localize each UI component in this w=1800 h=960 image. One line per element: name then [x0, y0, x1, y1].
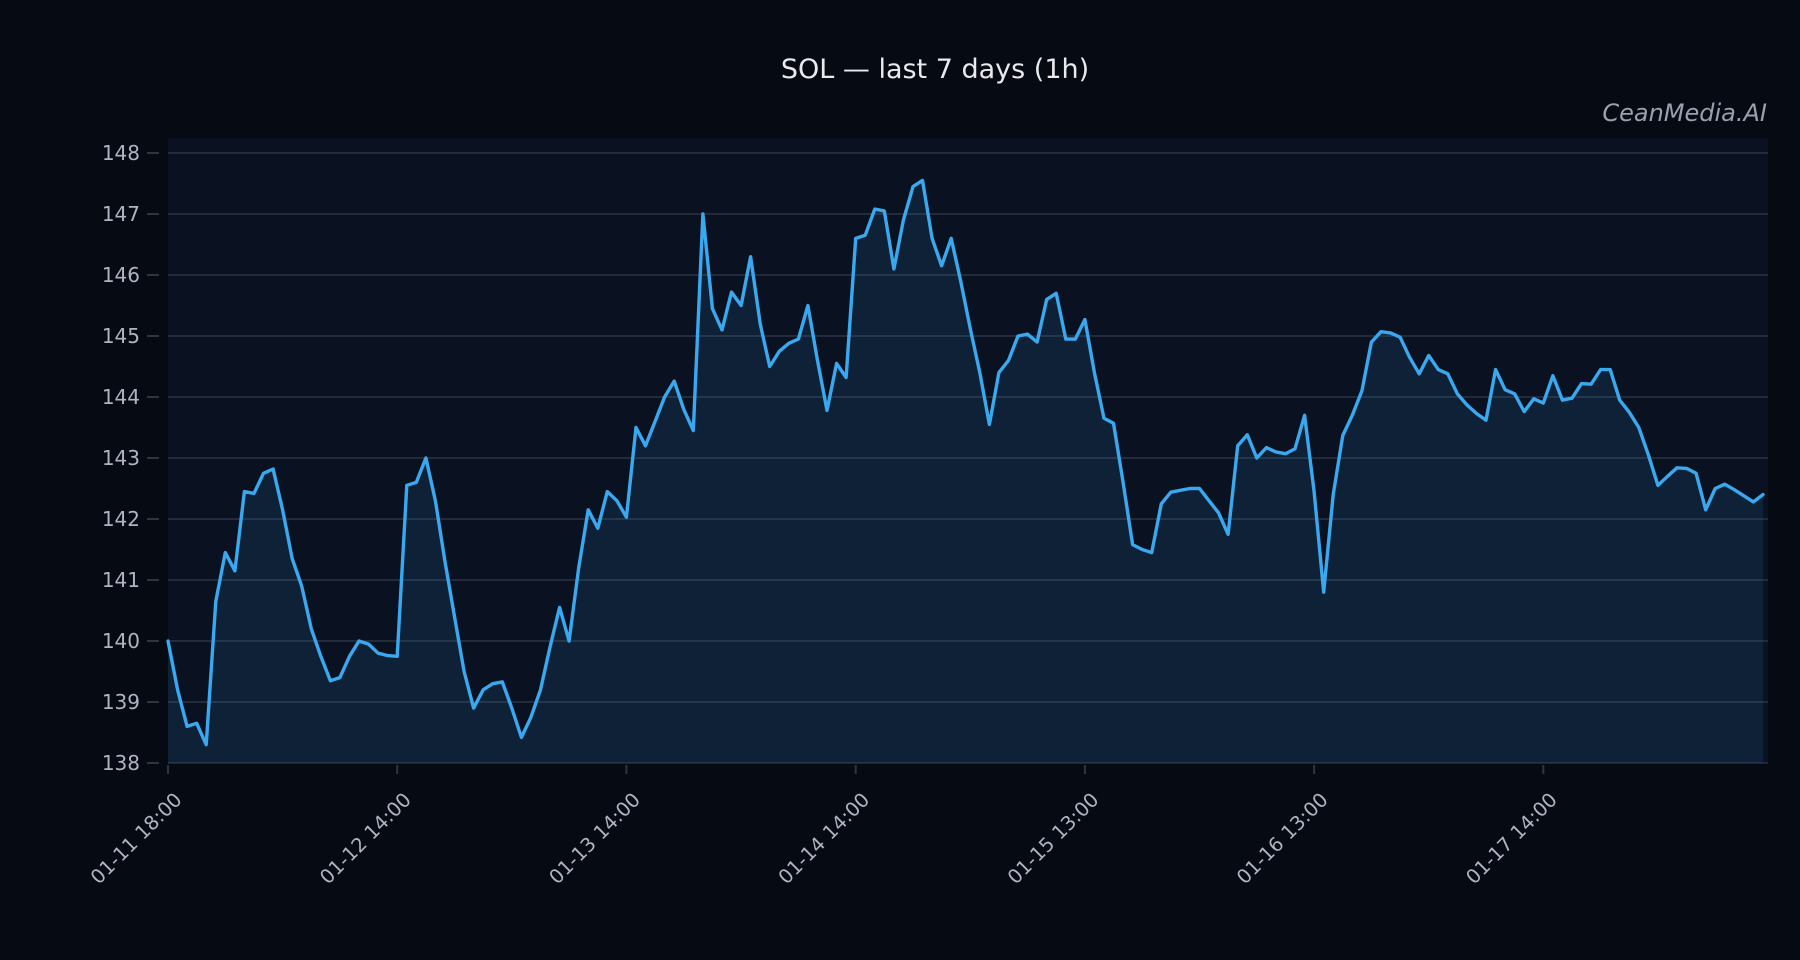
price-area [168, 180, 1763, 763]
x-axis-label: 01-13 14:00 [545, 788, 645, 888]
plot-area [168, 138, 1768, 763]
y-axis-label: 147 [102, 202, 140, 226]
x-axis-label: 01-14 14:00 [774, 788, 874, 888]
y-axis-label: 140 [102, 629, 140, 653]
y-axis-label: 141 [102, 568, 140, 592]
y-axis-label: 146 [102, 263, 140, 287]
chart-title: SOL — last 7 days (1h) [780, 54, 1090, 85]
y-axis-label: 144 [102, 385, 140, 409]
y-axis-label: 138 [102, 751, 140, 775]
x-axis-label: 01-17 14:00 [1461, 788, 1561, 888]
x-axis-label: 01-16 13:00 [1232, 788, 1332, 888]
y-axis-label: 139 [102, 690, 140, 714]
watermark: CeanMedia.AI [1602, 99, 1767, 127]
y-axis-label: 145 [102, 324, 140, 348]
x-axis-label: 01-15 13:00 [1003, 788, 1103, 888]
y-axis-label: 142 [102, 507, 140, 531]
price-line [166, 178, 1765, 747]
x-axis-label: 01-12 14:00 [315, 788, 415, 888]
x-axis-label: 01-11 18:00 [86, 788, 186, 888]
y-axis-label: 148 [102, 141, 140, 165]
y-axis-label: 143 [102, 446, 140, 470]
